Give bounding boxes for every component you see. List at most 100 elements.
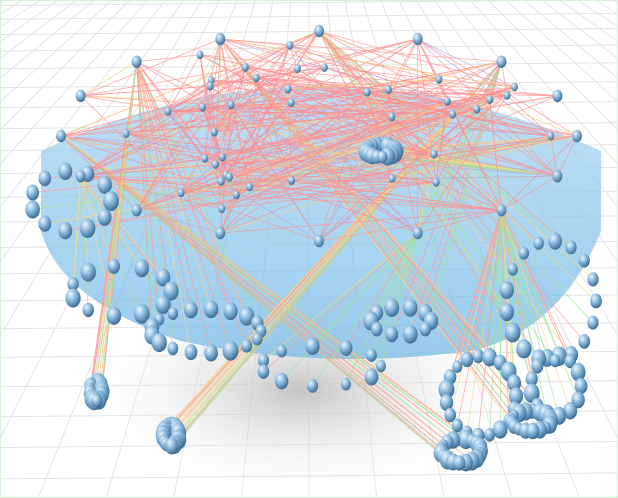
edge [80, 175, 164, 278]
grid-line [1, 1, 130, 130]
node [526, 422, 540, 440]
node [210, 127, 218, 137]
grid-line [524, 1, 617, 79]
grid-line [1, 1, 112, 102]
edge [220, 209, 502, 234]
edge [60, 135, 444, 446]
edge [456, 210, 502, 426]
edge [220, 38, 392, 118]
grid-line [434, 1, 617, 262]
node [570, 362, 586, 382]
grid-line [470, 1, 617, 164]
node [472, 349, 484, 364]
edge [214, 68, 298, 133]
edge [136, 61, 231, 312]
edge [136, 107, 203, 211]
edge [178, 61, 502, 433]
edge [501, 210, 538, 367]
node [503, 91, 511, 100]
node [38, 170, 52, 187]
node [574, 377, 588, 395]
edge [449, 210, 502, 416]
edge [392, 135, 578, 179]
edge [136, 61, 248, 346]
node [375, 359, 387, 373]
node [388, 112, 396, 122]
edge [550, 135, 558, 177]
grid-line [452, 1, 617, 207]
node [75, 169, 86, 183]
node [257, 353, 270, 368]
node [370, 322, 383, 337]
node [320, 63, 328, 72]
edge [60, 86, 515, 137]
edge [213, 77, 257, 133]
edge [80, 176, 115, 316]
node [419, 322, 432, 337]
edge [219, 38, 251, 187]
node [218, 152, 226, 162]
node [516, 339, 532, 359]
node [452, 360, 463, 373]
node [275, 372, 289, 390]
edge [80, 156, 223, 177]
node [218, 204, 226, 214]
edge [557, 135, 578, 177]
node [65, 288, 81, 308]
edge [256, 67, 325, 79]
edge [180, 181, 437, 194]
edge [220, 67, 246, 182]
node [552, 169, 563, 183]
edge [433, 114, 454, 155]
node [504, 322, 521, 343]
edge [180, 192, 320, 242]
edge [220, 38, 515, 88]
node [217, 177, 225, 186]
edge [60, 135, 442, 450]
edge [219, 45, 291, 234]
node [412, 32, 423, 46]
node [435, 74, 443, 84]
edge [80, 175, 437, 183]
edge [221, 181, 437, 210]
node [590, 293, 602, 309]
node [430, 149, 438, 159]
edge [501, 210, 560, 416]
edge [506, 95, 552, 137]
edge [435, 182, 502, 211]
edge [167, 88, 289, 112]
edge [136, 181, 437, 211]
node [453, 455, 466, 471]
node [252, 73, 260, 83]
grid-line [1, 1, 94, 79]
edge [60, 135, 137, 211]
edge [202, 106, 502, 211]
edge [220, 38, 290, 46]
edge [220, 116, 393, 234]
edge [213, 45, 291, 133]
edge [229, 100, 448, 178]
edge [318, 99, 491, 242]
node [56, 129, 66, 143]
node [473, 104, 481, 114]
edge [220, 30, 320, 182]
node [241, 338, 253, 353]
node [287, 176, 295, 185]
edge [210, 30, 320, 81]
node [67, 276, 79, 292]
edge [80, 30, 320, 177]
node [131, 203, 142, 217]
edge [318, 30, 515, 88]
edge [391, 61, 502, 335]
edge [417, 101, 448, 234]
edge [60, 30, 320, 137]
node [225, 172, 233, 182]
edge [202, 67, 325, 108]
edge [433, 153, 558, 177]
edge [226, 174, 393, 179]
node [507, 374, 522, 392]
node [486, 95, 494, 104]
edge [501, 210, 548, 359]
